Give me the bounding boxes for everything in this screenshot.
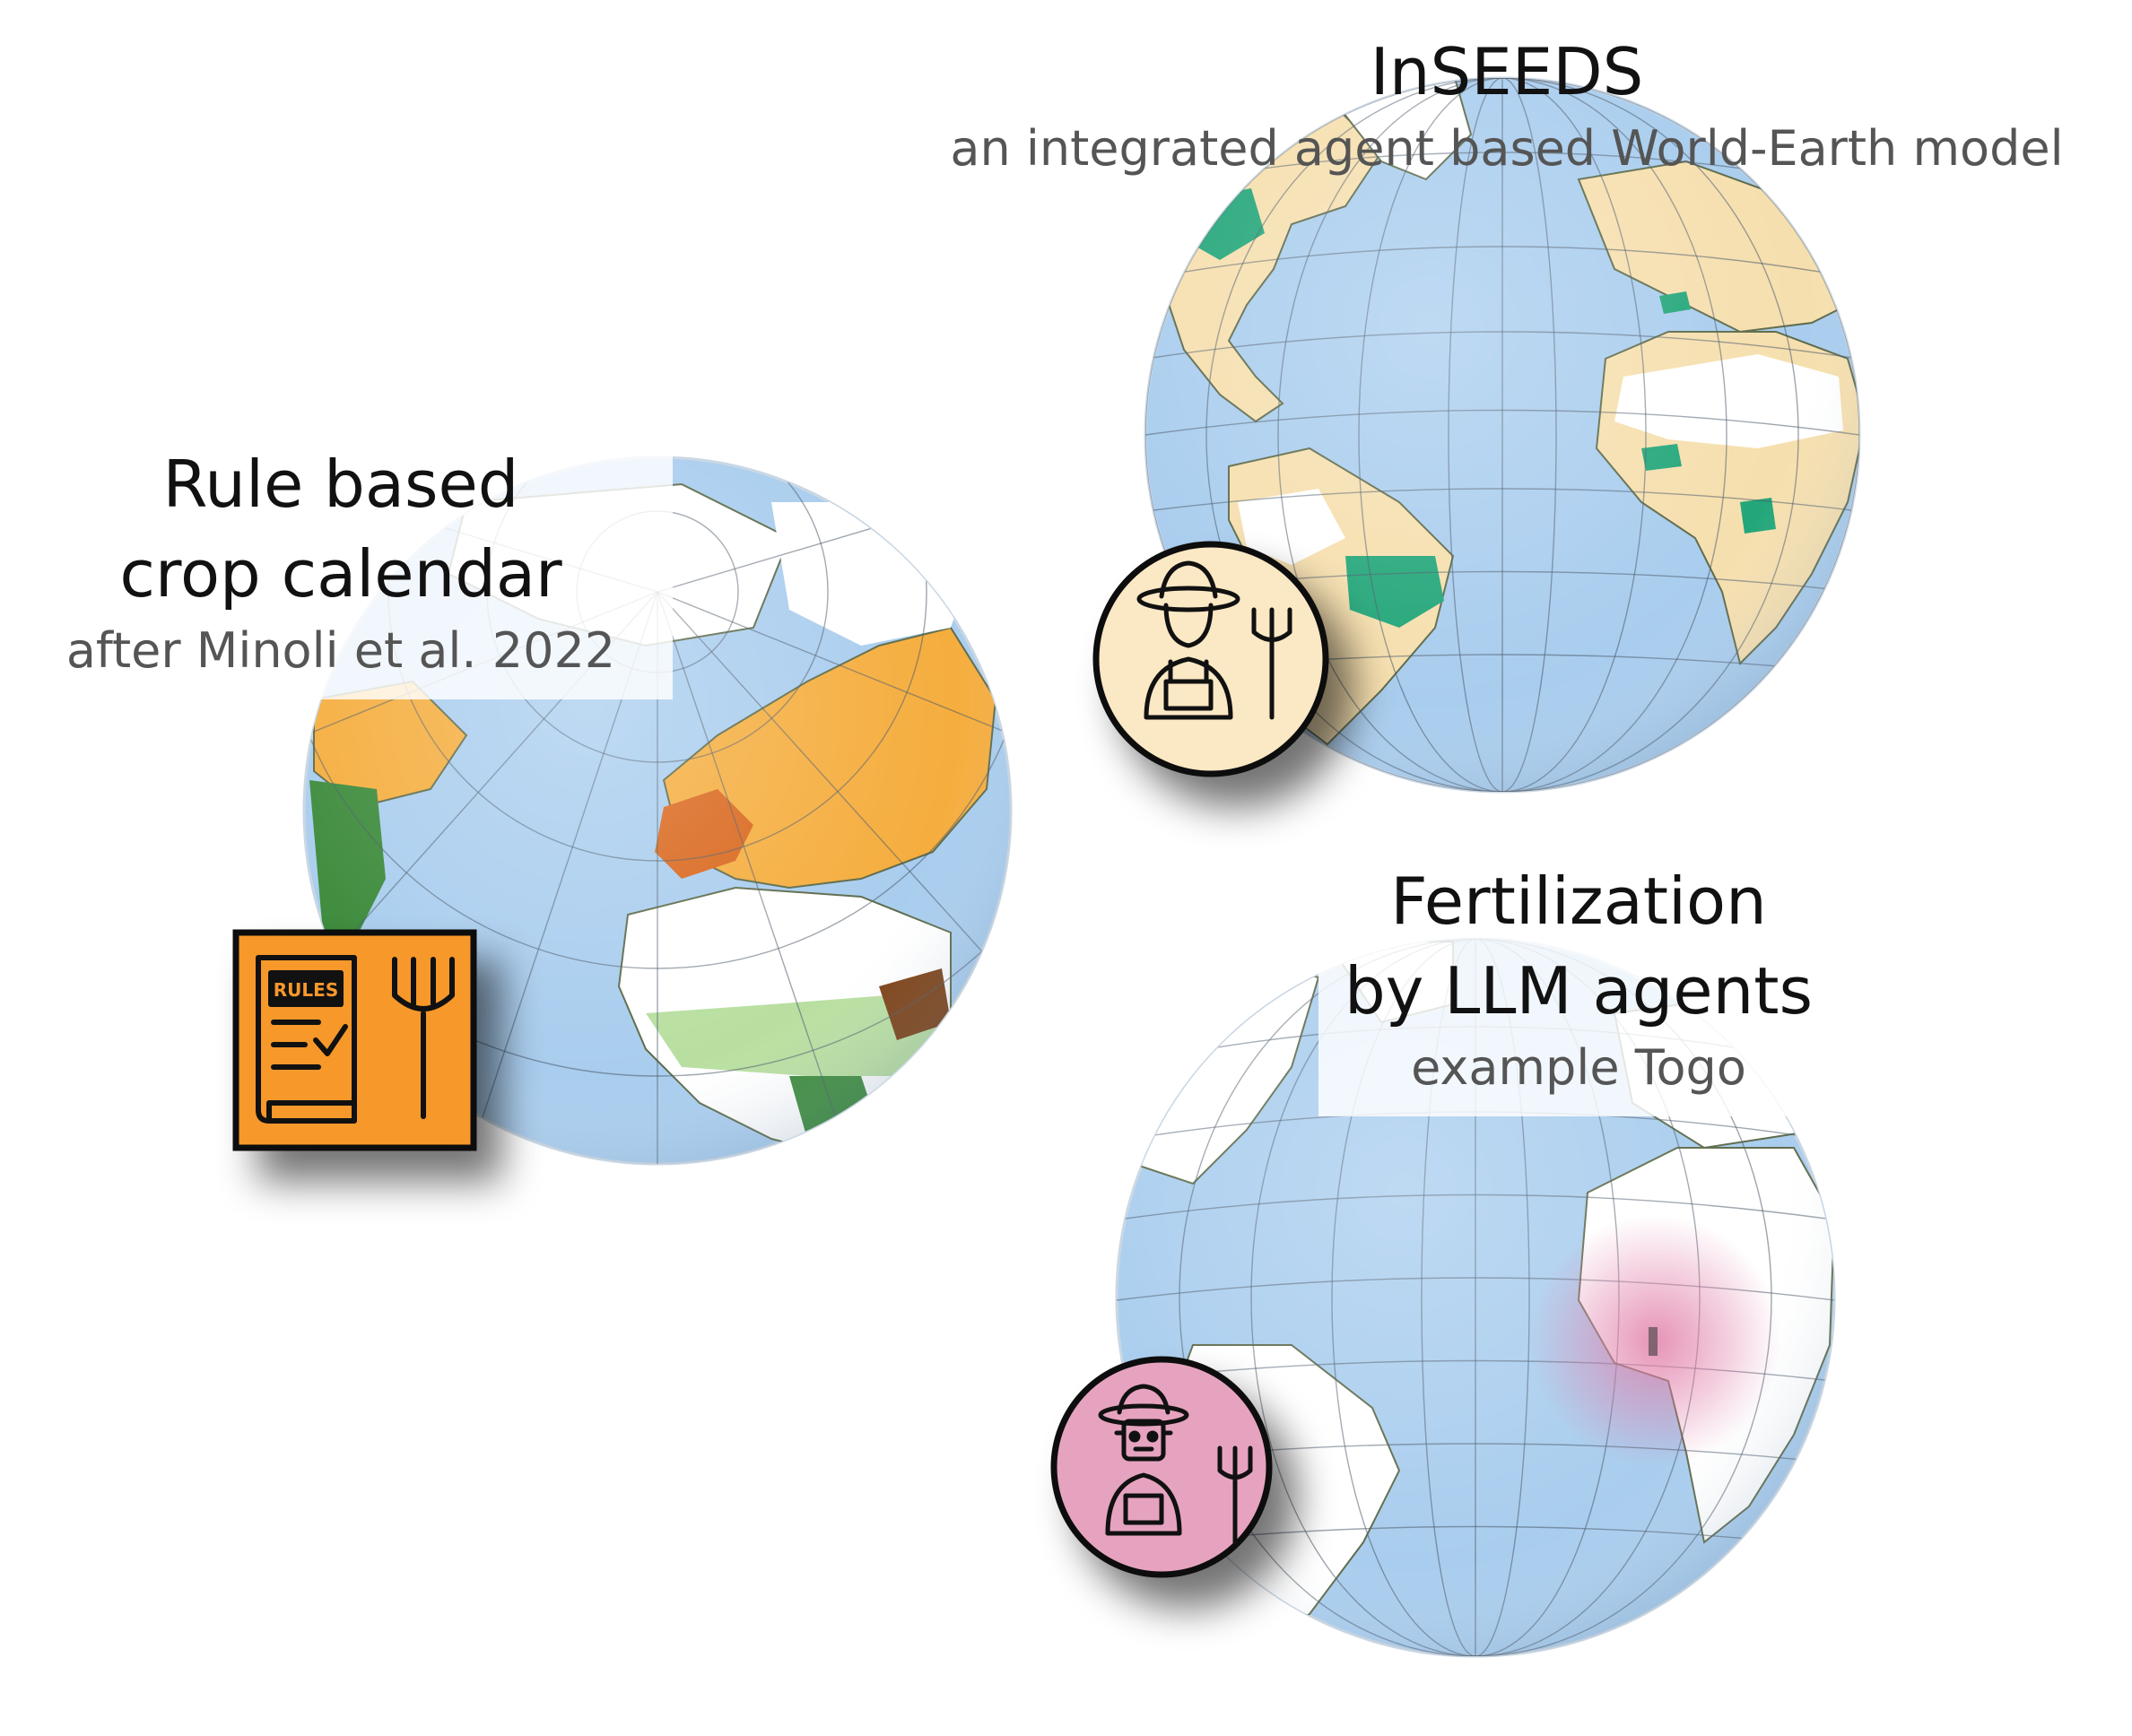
- rules-book-icon: [256, 955, 455, 1124]
- llm-label: Fertilization by LLM agents example Togo: [1256, 856, 1901, 1100]
- inseeds-subtitle: an integrated agent based World-Earth mo…: [950, 120, 2064, 177]
- rule-label-backdrop: [287, 448, 673, 699]
- rule-based-title-line1: Rule based: [162, 447, 519, 522]
- rule-based-title-line2: crop calendar: [119, 536, 562, 612]
- robot-farmer-icon: [1098, 1384, 1253, 1545]
- inseeds-title: InSEEDS: [1370, 34, 1644, 109]
- rules-book-label: RULES: [274, 979, 338, 1001]
- rule-based-label: Rule based crop calendar after Minoli et…: [18, 439, 664, 683]
- rule-based-subtitle: after Minoli et al. 2022: [65, 622, 616, 679]
- llm-subtitle: example Togo: [1411, 1039, 1746, 1096]
- inseeds-globe: [1144, 76, 1861, 794]
- farmer-icon: [1136, 560, 1292, 720]
- llm-label-backdrop: [1318, 928, 1821, 1116]
- inseeds-label: InSEEDS an integrated agent based World-…: [897, 27, 2117, 181]
- llm-title-line2: by LLM agents: [1344, 953, 1813, 1029]
- llm-title-line1: Fertilization: [1390, 864, 1767, 939]
